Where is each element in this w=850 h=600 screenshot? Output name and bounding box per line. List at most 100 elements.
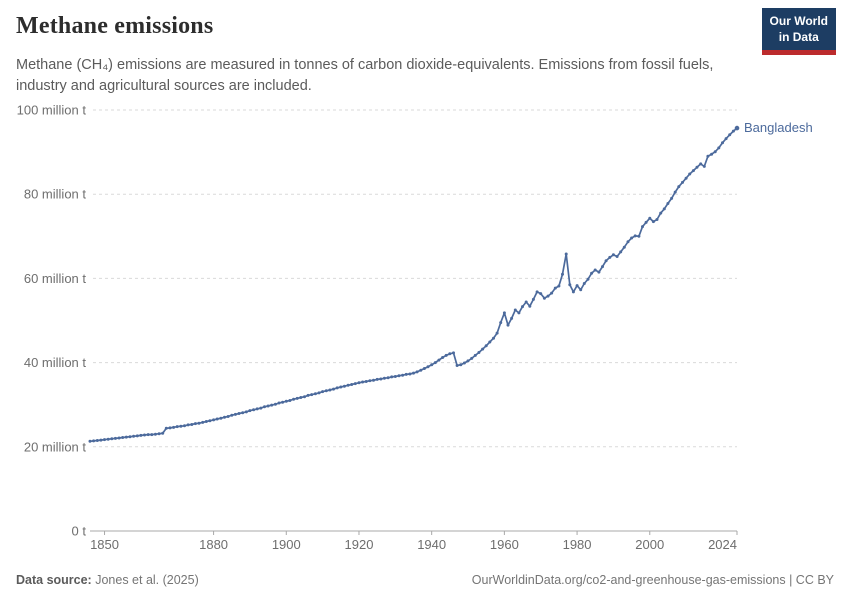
- data-point[interactable]: [524, 300, 528, 304]
- data-point[interactable]: [699, 162, 703, 166]
- data-point[interactable]: [95, 439, 99, 442]
- data-point[interactable]: [448, 352, 452, 356]
- data-point[interactable]: [568, 283, 572, 287]
- data-point[interactable]: [437, 358, 441, 362]
- data-point[interactable]: [582, 282, 586, 285]
- data-point[interactable]: [168, 426, 172, 430]
- data-point[interactable]: [259, 406, 263, 410]
- data-point[interactable]: [452, 351, 455, 355]
- data-point[interactable]: [430, 363, 434, 367]
- data-point[interactable]: [684, 176, 688, 180]
- data-point[interactable]: [528, 304, 532, 308]
- data-point[interactable]: [397, 374, 401, 378]
- data-point[interactable]: [226, 415, 230, 418]
- data-point[interactable]: [139, 433, 143, 437]
- data-point[interactable]: [357, 381, 361, 385]
- data-point[interactable]: [721, 141, 724, 145]
- data-point[interactable]: [263, 405, 266, 409]
- data-point[interactable]: [143, 433, 146, 437]
- data-point[interactable]: [113, 436, 117, 440]
- data-point[interactable]: [734, 125, 740, 131]
- data-point[interactable]: [666, 202, 670, 205]
- data-point[interactable]: [728, 133, 732, 137]
- data-point[interactable]: [473, 353, 477, 357]
- data-point[interactable]: [521, 305, 524, 309]
- data-point[interactable]: [110, 437, 114, 441]
- data-point[interactable]: [146, 433, 150, 437]
- data-point[interactable]: [190, 423, 194, 426]
- data-point[interactable]: [106, 437, 110, 441]
- data-point[interactable]: [401, 373, 405, 377]
- data-point[interactable]: [230, 413, 234, 417]
- data-point[interactable]: [266, 404, 270, 408]
- data-point[interactable]: [328, 388, 332, 392]
- data-point[interactable]: [201, 420, 205, 424]
- data-point[interactable]: [92, 439, 96, 443]
- data-point[interactable]: [713, 150, 717, 154]
- data-point[interactable]: [124, 435, 128, 439]
- data-point[interactable]: [455, 364, 459, 367]
- data-point[interactable]: [408, 372, 412, 376]
- data-point[interactable]: [412, 371, 415, 375]
- data-point[interactable]: [717, 146, 721, 150]
- data-point[interactable]: [404, 372, 408, 376]
- data-point[interactable]: [731, 129, 735, 133]
- data-point[interactable]: [364, 380, 368, 383]
- data-point[interactable]: [441, 356, 445, 359]
- data-point[interactable]: [677, 185, 681, 189]
- data-point[interactable]: [132, 434, 136, 438]
- attribution-link[interactable]: OurWorldinData.org/co2-and-greenhouse-ga…: [471, 573, 834, 587]
- data-point[interactable]: [691, 169, 695, 173]
- data-point[interactable]: [626, 240, 630, 244]
- data-point[interactable]: [313, 392, 317, 396]
- data-point[interactable]: [462, 361, 466, 365]
- emissions-line[interactable]: [89, 127, 738, 443]
- data-point[interactable]: [517, 311, 521, 315]
- data-point[interactable]: [321, 390, 325, 394]
- data-point[interactable]: [681, 180, 684, 184]
- data-point[interactable]: [557, 284, 561, 288]
- data-point[interactable]: [150, 433, 154, 437]
- data-point[interactable]: [121, 436, 125, 439]
- data-point[interactable]: [415, 370, 419, 374]
- data-point[interactable]: [183, 424, 186, 428]
- data-point[interactable]: [641, 225, 644, 229]
- data-point[interactable]: [593, 268, 597, 272]
- data-point[interactable]: [175, 425, 179, 429]
- data-point[interactable]: [481, 347, 485, 351]
- data-point[interactable]: [564, 252, 568, 256]
- data-point[interactable]: [303, 395, 306, 399]
- data-point[interactable]: [586, 277, 590, 281]
- data-point[interactable]: [531, 297, 535, 301]
- data-point[interactable]: [368, 379, 372, 383]
- data-point[interactable]: [648, 216, 652, 220]
- data-point[interactable]: [724, 137, 728, 141]
- data-point[interactable]: [339, 385, 343, 389]
- data-point[interactable]: [386, 376, 390, 380]
- data-point[interactable]: [295, 396, 299, 400]
- data-point[interactable]: [513, 308, 517, 312]
- data-point[interactable]: [546, 294, 550, 298]
- data-point[interactable]: [492, 336, 495, 340]
- data-point[interactable]: [644, 220, 648, 224]
- data-point[interactable]: [611, 253, 615, 257]
- data-point[interactable]: [103, 438, 106, 442]
- data-point[interactable]: [186, 423, 190, 427]
- data-point[interactable]: [270, 403, 274, 407]
- data-point[interactable]: [561, 272, 564, 276]
- data-point[interactable]: [342, 384, 346, 388]
- data-point[interactable]: [550, 291, 554, 295]
- data-point[interactable]: [215, 417, 219, 421]
- data-point[interactable]: [575, 284, 579, 288]
- data-point[interactable]: [510, 316, 514, 320]
- data-point[interactable]: [292, 397, 296, 401]
- data-point[interactable]: [284, 399, 288, 403]
- data-point[interactable]: [375, 377, 379, 381]
- data-point[interactable]: [419, 368, 423, 372]
- data-point[interactable]: [379, 377, 383, 381]
- data-point[interactable]: [299, 396, 303, 399]
- data-point[interactable]: [193, 422, 197, 426]
- data-point[interactable]: [310, 393, 314, 397]
- data-point[interactable]: [615, 255, 619, 258]
- data-point[interactable]: [488, 340, 492, 344]
